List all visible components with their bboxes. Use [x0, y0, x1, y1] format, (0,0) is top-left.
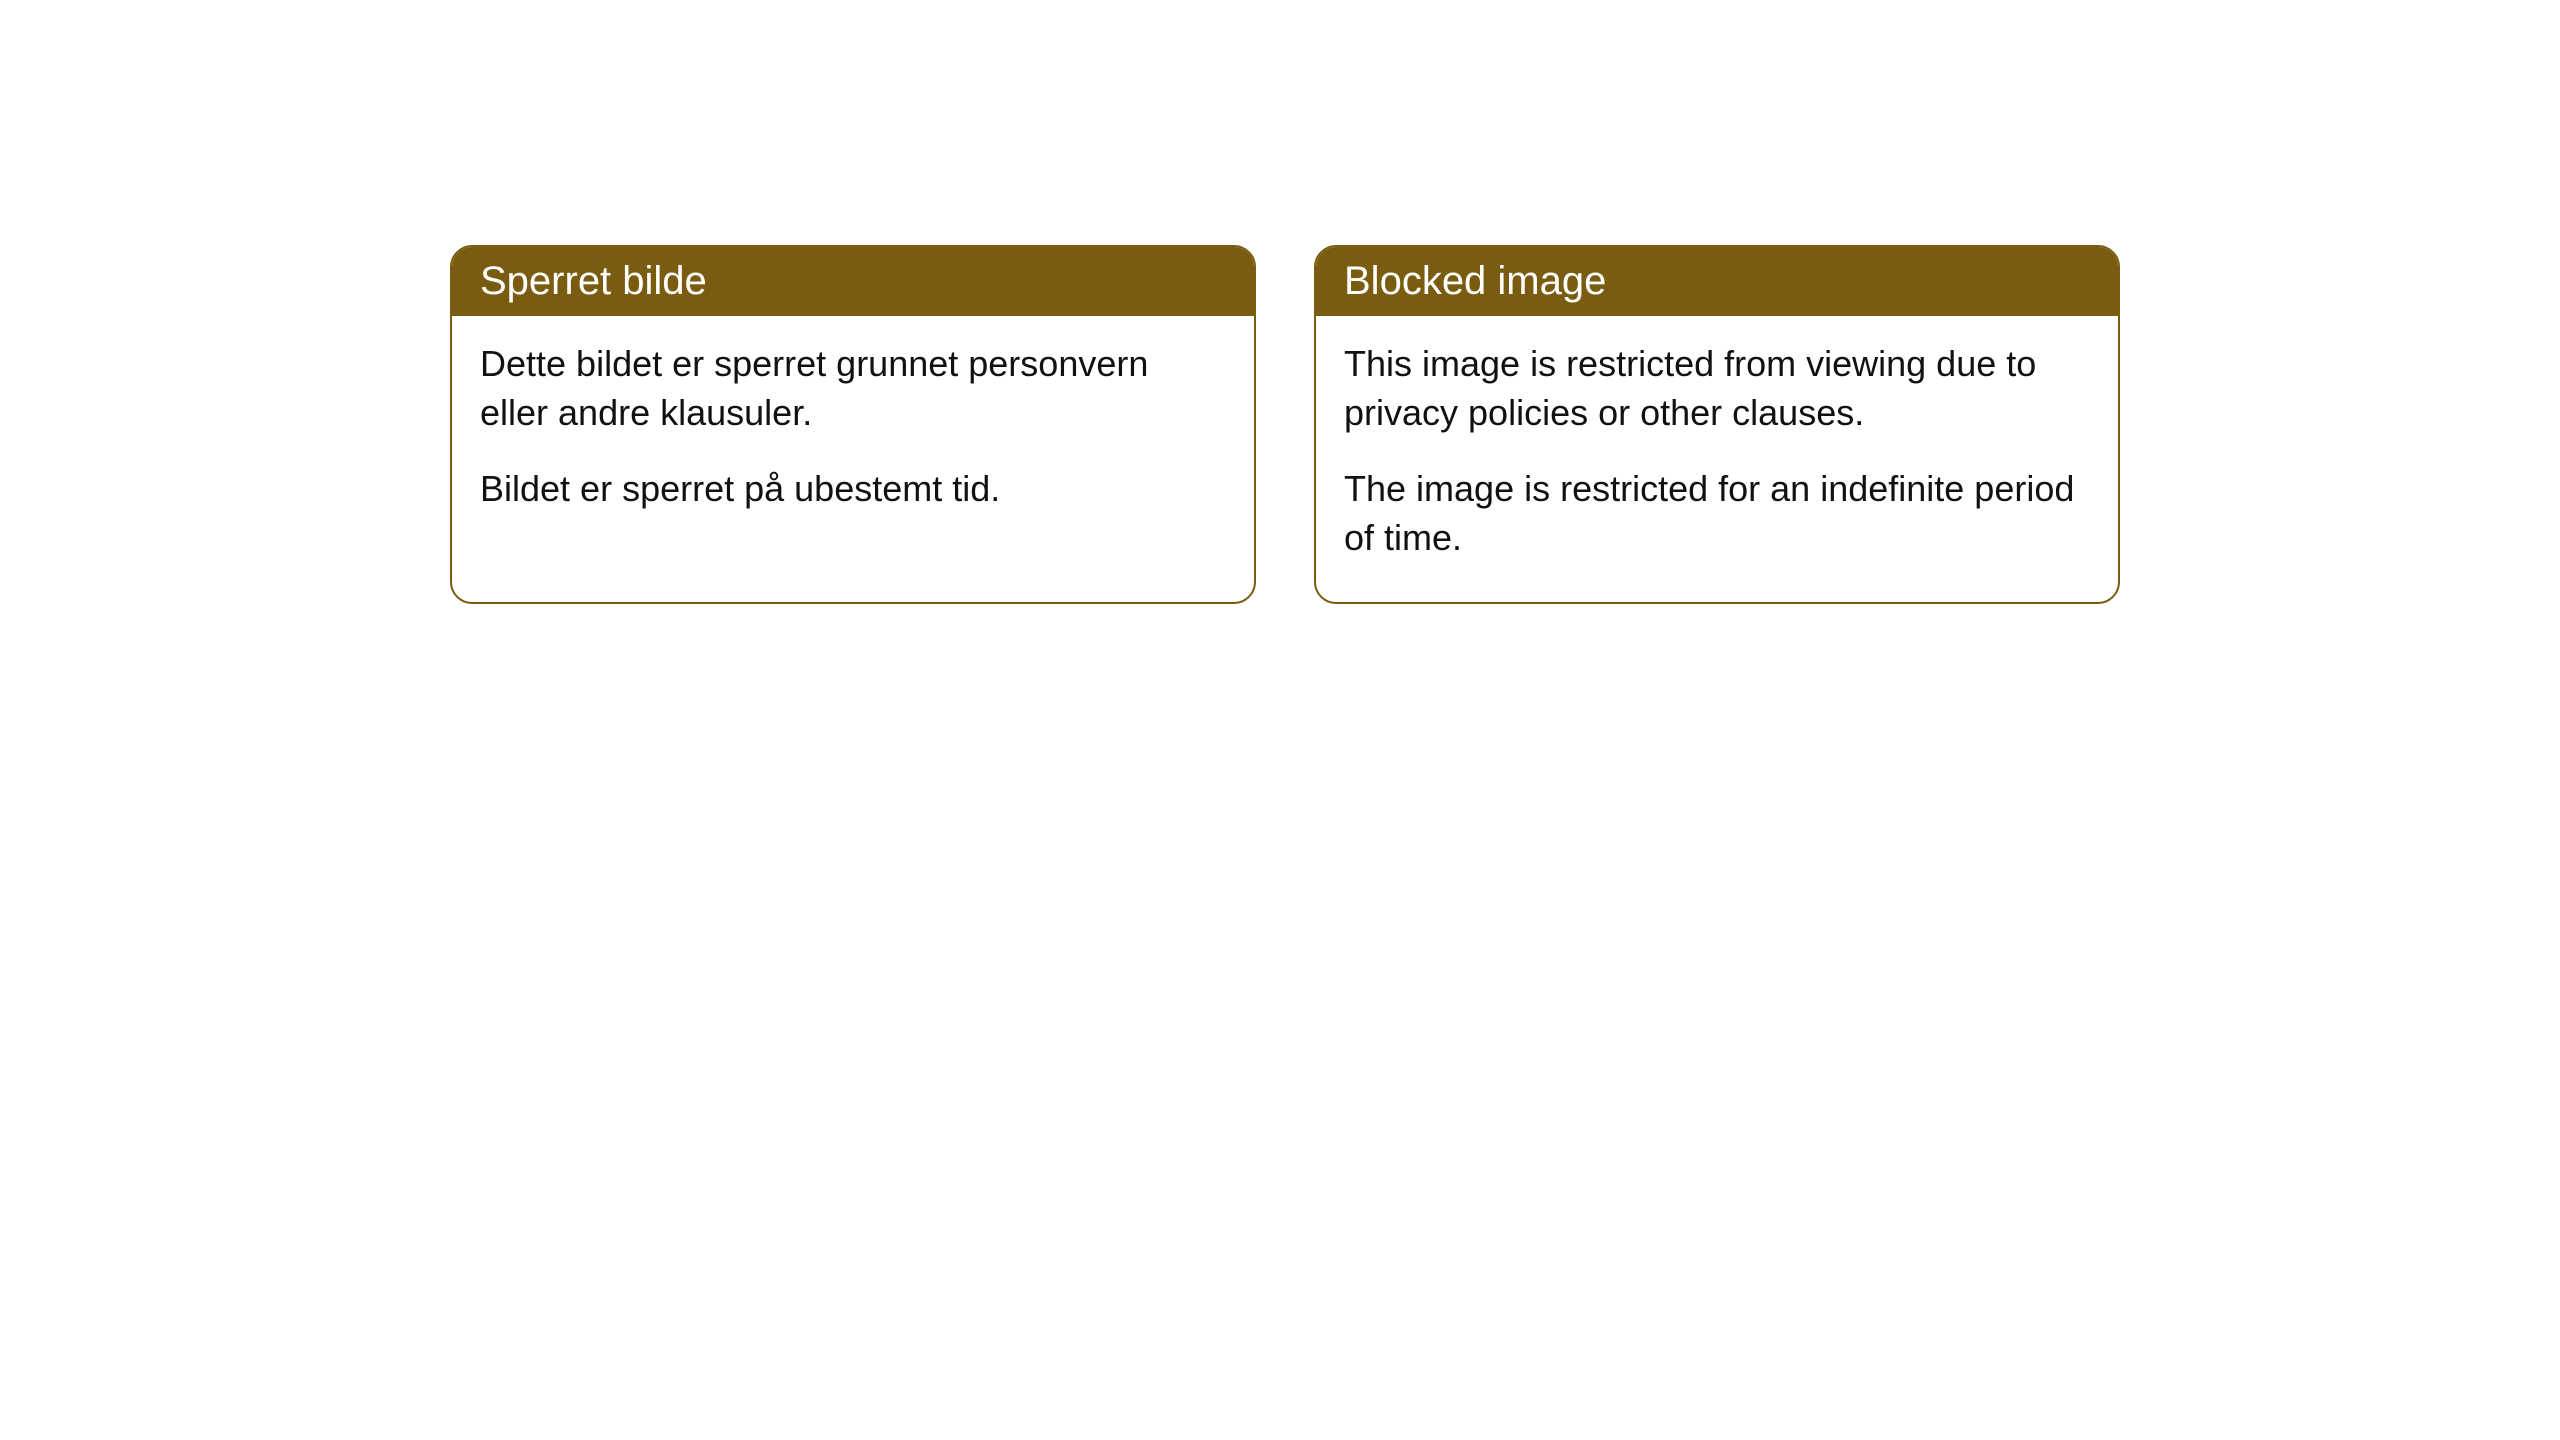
notice-card-norwegian: Sperret bilde Dette bildet er sperret gr…	[450, 245, 1256, 604]
card-title: Sperret bilde	[480, 259, 707, 303]
notice-paragraph: Dette bildet er sperret grunnet personve…	[480, 340, 1226, 437]
card-body-english: This image is restricted from viewing du…	[1316, 316, 2118, 602]
notice-card-english: Blocked image This image is restricted f…	[1314, 245, 2120, 604]
notice-paragraph: Bildet er sperret på ubestemt tid.	[480, 465, 1226, 514]
card-header-english: Blocked image	[1316, 247, 2118, 316]
card-body-norwegian: Dette bildet er sperret grunnet personve…	[452, 316, 1254, 554]
notice-paragraph: This image is restricted from viewing du…	[1344, 340, 2090, 437]
notice-paragraph: The image is restricted for an indefinit…	[1344, 465, 2090, 562]
card-header-norwegian: Sperret bilde	[452, 247, 1254, 316]
card-title: Blocked image	[1344, 259, 1606, 303]
notice-container: Sperret bilde Dette bildet er sperret gr…	[450, 245, 2120, 604]
